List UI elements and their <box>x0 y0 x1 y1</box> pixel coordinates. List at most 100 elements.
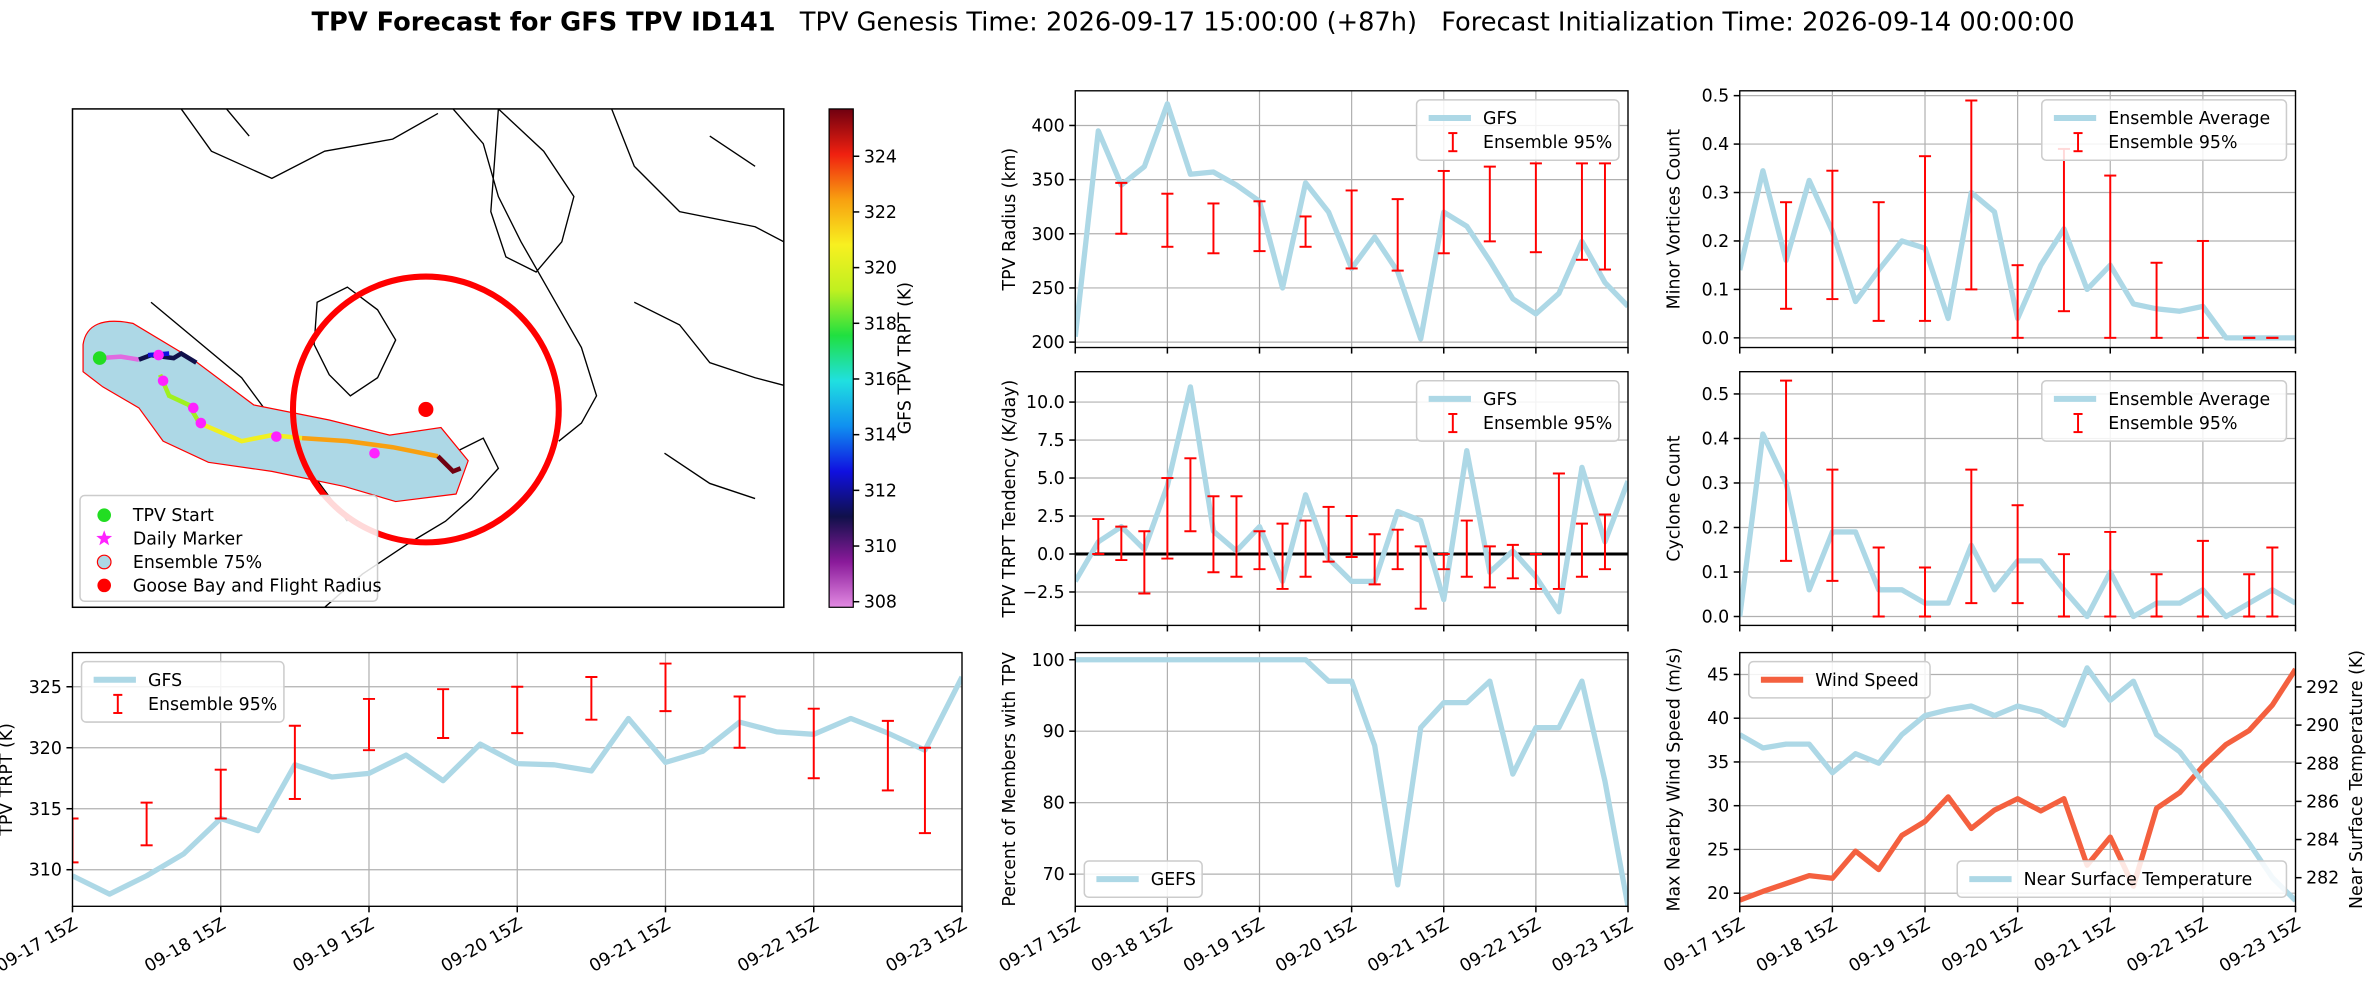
y-tick-label: 325 <box>29 678 62 698</box>
legend-label: GFS <box>1483 109 1517 129</box>
y-tick-label: 2.5 <box>1037 507 1065 527</box>
legend-marker <box>96 530 113 546</box>
legend-label: Ensemble 95% <box>148 695 277 715</box>
y2-tick-label: 282 <box>2306 869 2339 889</box>
y-tick-label: 0.1 <box>1702 563 1730 583</box>
plot-area <box>1739 99 2296 341</box>
colorbar-tick-label: 310 <box>864 537 897 557</box>
figure-title: TPV Forecast for GFS TPV ID141 TPV Genesi… <box>312 7 2075 37</box>
legend-label: Ensemble 95% <box>2108 133 2237 153</box>
y-tick-label: −2.5 <box>1023 583 1065 603</box>
y-axis-label: Max Nearby Wind Speed (m/s) <box>1664 647 1684 911</box>
genesis-time: TPV Genesis Time: 2026-09-17 15:00:00 (+… <box>799 7 1417 37</box>
legend-label: Ensemble 75% <box>133 553 262 573</box>
plot-area <box>72 662 962 897</box>
plot-area <box>1739 665 2296 903</box>
colorbar <box>828 108 854 608</box>
y-tick-label: 25 <box>1707 840 1729 860</box>
x-tick-label: 09-23 15Z <box>2216 914 2304 976</box>
y-tick-label: 310 <box>29 861 62 881</box>
x-tick-label: 09-17 15Z <box>1660 914 1748 976</box>
colorbar-tick-label: 312 <box>864 481 897 501</box>
y-tick-label: 0.3 <box>1702 184 1730 204</box>
line <box>1075 657 1628 907</box>
axes-frame <box>1074 651 1629 907</box>
y-tick-label: 35 <box>1707 753 1729 773</box>
x-tick-label: 09-20 15Z <box>1272 914 1360 976</box>
y2-axis-label: Near Surface Temperature (K) <box>2347 650 2367 909</box>
legend-label: Wind Speed <box>1815 671 1919 691</box>
axes-frame <box>1074 90 1629 349</box>
y-tick-label: 350 <box>1032 171 1065 191</box>
x-tick-label: 09-20 15Z <box>1938 914 2026 976</box>
legend-label: Ensemble 95% <box>1483 133 1612 153</box>
y-tick-label: 70 <box>1043 865 1065 885</box>
colorbar-tick-label: 318 <box>864 314 897 334</box>
y-tick-label: 100 <box>1032 651 1065 671</box>
x-tick-label: 09-22 15Z <box>2124 914 2212 976</box>
map-frame <box>71 108 785 609</box>
y-tick-label: 40 <box>1707 709 1729 729</box>
flight-radius <box>289 273 562 546</box>
legend-box <box>2041 99 2288 162</box>
y-tick-label: 0.0 <box>1702 329 1730 349</box>
x-tick-label: 09-18 15Z <box>1753 914 1841 976</box>
x-tick-label: 09-20 15Z <box>438 914 526 976</box>
y-tick-label: 320 <box>29 739 62 759</box>
daily-markers <box>153 349 380 459</box>
plot-area <box>1075 384 1628 615</box>
legend-label: Near Surface Temperature <box>2024 870 2253 890</box>
y-tick-label: 200 <box>1032 333 1065 353</box>
colorbar-tick-label: 314 <box>864 426 897 446</box>
y2-tick-label: 292 <box>2306 678 2339 698</box>
x-tick-label: 09-21 15Z <box>1364 914 1452 976</box>
y2-tick-label: 290 <box>2306 716 2339 736</box>
y-tick-label: 0.3 <box>1702 474 1730 494</box>
axes-frame <box>1739 651 2297 907</box>
x-tick-label: 09-21 15Z <box>586 914 674 976</box>
x-tick-label: 09-18 15Z <box>141 914 229 976</box>
y-tick-label: 400 <box>1032 117 1065 137</box>
x-tick-label: 09-22 15Z <box>734 914 822 976</box>
init-time: Forecast Initialization Time: 2026-09-14… <box>1441 7 2074 37</box>
y-tick-label: 30 <box>1707 797 1729 817</box>
y-tick-label: 5.0 <box>1037 469 1065 489</box>
y-axis-label: Cyclone Count <box>1664 435 1684 561</box>
x-tick-label: 09-19 15Z <box>290 914 378 976</box>
legend-box <box>1083 860 1203 898</box>
x-tick-label: 09-19 15Z <box>1180 914 1268 976</box>
legend-label: Ensemble 95% <box>2108 414 2237 434</box>
y-tick-label: 0.2 <box>1702 232 1730 252</box>
track <box>99 350 462 475</box>
tpv-start <box>92 351 107 365</box>
y-tick-label: 90 <box>1043 722 1065 742</box>
y-axis-label: TPV TRPT Tendency (K/day) <box>1000 380 1020 619</box>
plot-area <box>1075 657 1628 907</box>
legend-marker <box>97 508 111 522</box>
y-tick-label: 45 <box>1707 666 1729 686</box>
y2-tick-label: 284 <box>2306 831 2339 851</box>
colorbar-tick-label: 322 <box>864 203 897 223</box>
y-tick-label: 0.0 <box>1702 608 1730 628</box>
legend-label: TPV Start <box>132 506 214 526</box>
goose-bay <box>418 401 434 417</box>
y-tick-label: 315 <box>29 800 62 820</box>
y-axis-label: TPV Radius (km) <box>1000 148 1020 292</box>
y2-tick-label: 288 <box>2306 754 2339 774</box>
y-tick-label: 0.5 <box>1702 385 1730 405</box>
y-tick-label: 0.2 <box>1702 519 1730 539</box>
legend-label: Ensemble 95% <box>1483 414 1612 434</box>
x-tick-label: 09-17 15Z <box>0 914 81 976</box>
title: TPV Forecast for GFS TPV ID141 <box>312 7 776 37</box>
y-tick-label: 0.5 <box>1702 87 1730 107</box>
axes-frame <box>1074 371 1629 627</box>
legend-marker <box>97 578 111 593</box>
x-tick-label: 09-17 15Z <box>996 914 1084 976</box>
legend-label: GFS <box>148 671 182 691</box>
y-axis-label: Minor Vortices Count <box>1664 129 1684 310</box>
x-tick-label: 09-18 15Z <box>1088 914 1176 976</box>
legend-label: GFS <box>1483 390 1517 410</box>
plot-area <box>1075 101 1628 342</box>
